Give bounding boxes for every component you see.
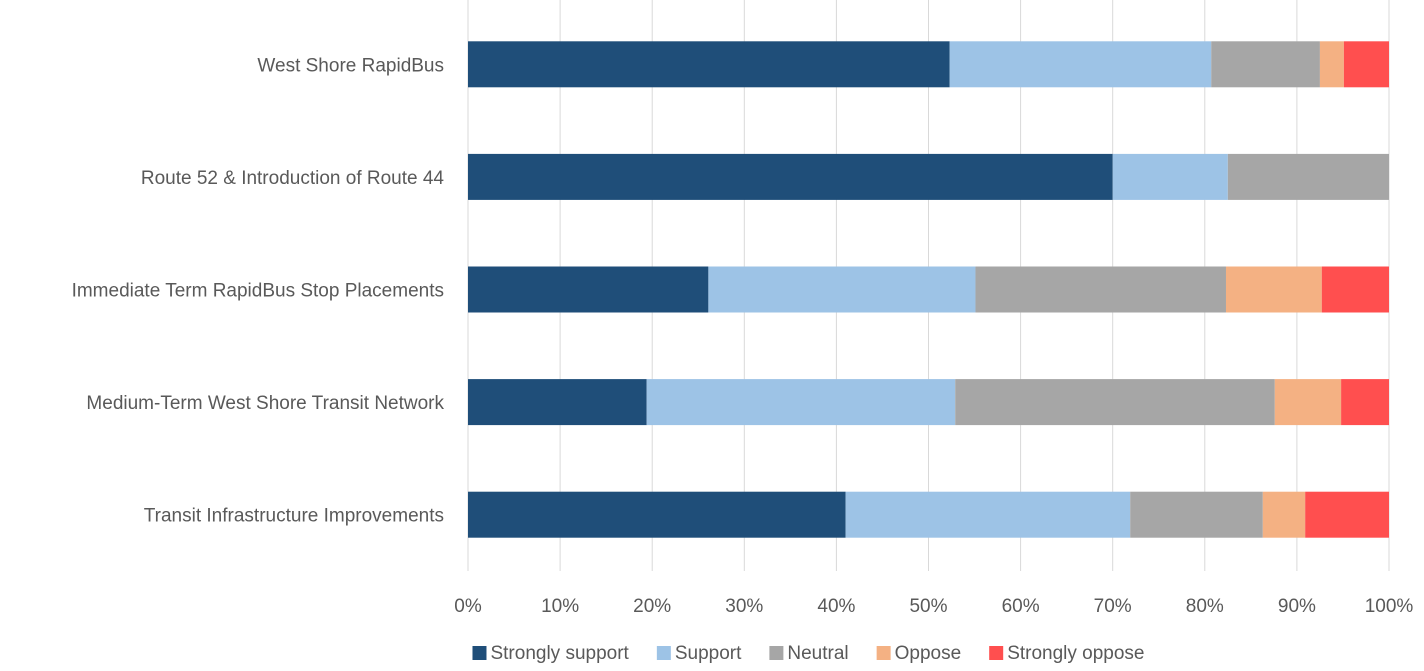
category-label: Route 52 & Introduction of Route 44 bbox=[141, 168, 445, 189]
bar-segment bbox=[1227, 153, 1389, 200]
x-tick-label: 20% bbox=[633, 596, 671, 617]
bar-segment bbox=[1319, 41, 1344, 88]
x-tick-label: 90% bbox=[1278, 596, 1316, 617]
bar-segment bbox=[1225, 266, 1322, 313]
bar-segment bbox=[975, 266, 1226, 313]
bar-segment bbox=[949, 41, 1212, 88]
bar-segment bbox=[468, 153, 1113, 200]
legend-swatch bbox=[876, 646, 891, 660]
legend-swatch bbox=[656, 646, 671, 660]
x-tick-label: 70% bbox=[1094, 596, 1132, 617]
bar-segment bbox=[468, 491, 846, 538]
bar-segment bbox=[1321, 266, 1389, 313]
bar-segment bbox=[1112, 153, 1228, 200]
bars bbox=[468, 41, 1389, 538]
x-tick-label: 30% bbox=[725, 596, 763, 617]
bar-segment bbox=[845, 491, 1131, 538]
x-tick-label: 40% bbox=[817, 596, 855, 617]
bar-segment bbox=[1262, 491, 1306, 538]
legend: Strongly support Support Neutral Oppose Stro… bbox=[472, 643, 1145, 664]
x-tick-label: 0% bbox=[454, 596, 482, 617]
legend-label: Neutral bbox=[787, 643, 848, 664]
bar-segment bbox=[1341, 379, 1389, 426]
x-tick-label: 10% bbox=[541, 596, 579, 617]
bar-segment bbox=[646, 379, 956, 426]
legend-swatch bbox=[769, 646, 784, 660]
bar-segment bbox=[468, 266, 709, 313]
category-labels: West Shore RapidBus Route 52 & Introducti… bbox=[72, 55, 445, 526]
x-tick-label: 80% bbox=[1186, 596, 1224, 617]
bar-segment bbox=[1211, 41, 1320, 88]
bar-segment bbox=[468, 379, 647, 426]
legend-label: Support bbox=[675, 643, 742, 664]
legend-label: Strongly oppose bbox=[1007, 643, 1144, 664]
bar-segment bbox=[708, 266, 976, 313]
category-label: Immediate Term RapidBus Stop Placements bbox=[72, 281, 444, 302]
bar-segment bbox=[468, 41, 950, 88]
bar-segment bbox=[1274, 379, 1342, 426]
category-label: Medium-Term West Shore Transit Network bbox=[86, 393, 444, 414]
x-tick-label: 100% bbox=[1365, 596, 1414, 617]
bar-segment bbox=[955, 379, 1275, 426]
x-tick-label: 60% bbox=[1002, 596, 1040, 617]
legend-swatch bbox=[989, 646, 1004, 660]
x-axis-tick-labels: 0% 10% 20% 30% 40% 50% 60% 70% 80% 90% 100% bbox=[454, 596, 1413, 617]
category-label: Transit Infrastructure Improvements bbox=[144, 506, 444, 527]
bar-segment bbox=[1305, 491, 1389, 538]
legend-swatch bbox=[472, 646, 487, 660]
bar-segment bbox=[1130, 491, 1263, 538]
legend-label: Strongly support bbox=[490, 643, 629, 664]
legend-label: Oppose bbox=[895, 643, 962, 664]
bar-segment bbox=[1343, 41, 1389, 88]
x-tick-label: 50% bbox=[909, 596, 947, 617]
category-label: West Shore RapidBus bbox=[257, 55, 444, 76]
